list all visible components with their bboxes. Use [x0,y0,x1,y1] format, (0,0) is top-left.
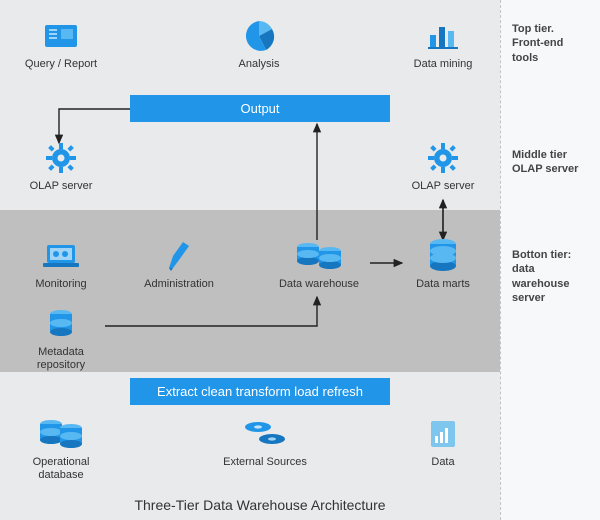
pie-chart-icon [214,18,304,54]
node-olap-left: OLAP server [16,140,106,193]
node-admin-label: Administration [134,278,224,291]
node-mining-label: Data mining [398,58,488,71]
node-metadata-label: Metadata repository [16,346,106,372]
node-analysis: Analysis [214,18,304,71]
node-query-report: Query / Report [16,18,106,71]
node-monitoring-label: Monitoring [16,278,106,291]
node-external-sources: External Sources [220,416,310,469]
database-icon [16,306,106,342]
document-chart-icon [398,416,488,452]
gear-icon [16,140,106,176]
database-cluster-icon [274,238,364,274]
node-marts-label: Data marts [398,278,488,291]
node-olap-right: OLAP server [398,140,488,193]
report-icon [16,18,106,54]
node-monitoring: Monitoring [16,238,106,291]
node-query-label: Query / Report [16,58,106,71]
node-operational-db: Operational database [16,416,106,482]
node-data-marts: Data marts [398,238,488,291]
node-data-mining: Data mining [398,18,488,71]
node-dwh-label: Data warehouse [274,278,364,291]
node-olap-l-label: OLAP server [16,180,106,193]
node-administration: Administration [134,238,224,291]
node-data-warehouse: Data warehouse [274,238,364,291]
database-icon [398,238,488,274]
diagram-canvas: Top tier. Front-end tools Middle tier OL… [0,0,600,520]
gear-icon [398,140,488,176]
bar-chart-icon [398,18,488,54]
node-data-label: Data [398,456,488,469]
laptop-chart-icon [16,238,106,274]
node-analysis-label: Analysis [214,58,304,71]
database-cluster-icon [16,416,106,452]
pencil-icon [134,238,224,274]
node-opdb-label: Operational database [16,456,106,482]
node-metadata: Metadata repository [16,306,106,372]
disks-icon [220,416,310,452]
node-data: Data [398,416,488,469]
node-external-label: External Sources [220,456,310,469]
node-olap-r-label: OLAP server [398,180,488,193]
